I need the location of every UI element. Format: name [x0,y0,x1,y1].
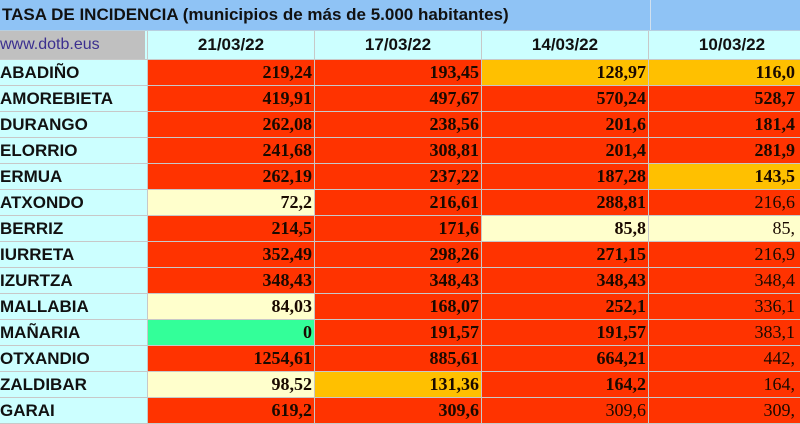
incidence-cell[interactable]: 262,08 [148,112,315,137]
incidence-cell[interactable]: 201,4 [482,138,649,163]
table-row: GARAI 619,2 309,6 309,6 309, [0,398,800,424]
incidence-cell[interactable]: 216,6 [649,190,800,215]
incidence-cell[interactable]: 85, [649,216,800,241]
table-row: ERMUA 262,19 237,22 187,28 143,5 [0,164,800,190]
table-row: MALLABIA 84,03 168,07 252,1 336,1 [0,294,800,320]
incidence-cell[interactable]: 237,22 [315,164,482,189]
incidence-cell[interactable]: 885,61 [315,346,482,371]
incidence-cell[interactable]: 193,45 [315,60,482,85]
incidence-cell[interactable]: 168,07 [315,294,482,319]
municipality-name[interactable]: DURANGO [0,112,148,137]
incidence-cell[interactable]: 442, [649,346,800,371]
incidence-cell[interactable]: 298,26 [315,242,482,267]
incidence-cell[interactable]: 309,6 [482,398,649,423]
incidence-cell[interactable]: 116,0 [649,60,800,85]
incidence-cell[interactable]: 219,24 [148,60,315,85]
incidence-cell[interactable]: 191,57 [482,320,649,345]
site-cell[interactable]: www.dotb.eus [0,31,148,59]
incidence-cell[interactable]: 308,81 [315,138,482,163]
incidence-cell[interactable]: 98,52 [148,372,315,397]
header-row: www.dotb.eus 21/03/22 17/03/22 14/03/22 … [0,31,800,60]
incidence-cell[interactable]: 383,1 [649,320,800,345]
incidence-cell[interactable]: 85,8 [482,216,649,241]
municipality-name[interactable]: GARAI [0,398,148,423]
table-row: BERRIZ 214,5 171,6 85,8 85, [0,216,800,242]
incidence-cell[interactable]: 187,28 [482,164,649,189]
incidence-cell[interactable]: 164,2 [482,372,649,397]
incidence-cell[interactable]: 570,24 [482,86,649,111]
incidence-cell[interactable]: 619,2 [148,398,315,423]
incidence-cell[interactable]: 128,97 [482,60,649,85]
municipality-name[interactable]: BERRIZ [0,216,148,241]
incidence-cell[interactable]: 309, [649,398,800,423]
municipality-name[interactable]: IZURTZA [0,268,148,293]
site-link[interactable]: www.dotb.eus [0,31,145,59]
incidence-cell[interactable]: 336,1 [649,294,800,319]
incidence-cell[interactable]: 216,9 [649,242,800,267]
municipality-name[interactable]: IURRETA [0,242,148,267]
incidence-cell[interactable]: 216,61 [315,190,482,215]
title-row: TASA DE INCIDENCIA (municipios de más de… [0,0,800,31]
incidence-cell[interactable]: 0 [148,320,315,345]
municipality-name[interactable]: ABADIÑO [0,60,148,85]
incidence-cell[interactable]: 143,5 [649,164,800,189]
incidence-cell[interactable]: 84,03 [148,294,315,319]
table-row: ATXONDO 72,2 216,61 288,81 216,6 [0,190,800,216]
incidence-cell[interactable]: 72,2 [148,190,315,215]
incidence-cell[interactable]: 171,6 [315,216,482,241]
municipality-name[interactable]: ERMUA [0,164,148,189]
incidence-cell[interactable]: 191,57 [315,320,482,345]
incidence-cell[interactable]: 497,67 [315,86,482,111]
incidence-cell[interactable]: 1254,61 [148,346,315,371]
municipality-name[interactable]: AMOREBIETA [0,86,148,111]
incidence-cell[interactable]: 288,81 [482,190,649,215]
table-row: ELORRIO 241,68 308,81 201,4 281,9 [0,138,800,164]
incidence-cell[interactable]: 348,43 [315,268,482,293]
date-header[interactable]: 10/03/22 [649,31,800,59]
table-body: ABADIÑO 219,24 193,45 128,97 116,0 AMOREBIETA… [0,60,800,424]
incidence-cell[interactable]: 348,4 [649,268,800,293]
incidence-cell[interactable]: 131,36 [315,372,482,397]
incidence-cell[interactable]: 528,7 [649,86,800,111]
municipality-name[interactable]: ATXONDO [0,190,148,215]
municipality-name[interactable]: ELORRIO [0,138,148,163]
sheet-title: TASA DE INCIDENCIA (municipios de más de… [0,0,651,30]
incidence-cell[interactable]: 352,49 [148,242,315,267]
date-header[interactable]: 21/03/22 [148,31,315,59]
incidence-cell[interactable]: 309,6 [315,398,482,423]
table-row: AMOREBIETA 419,91 497,67 570,24 528,7 [0,86,800,112]
incidence-cell[interactable]: 238,56 [315,112,482,137]
table-row: OTXANDIO 1254,61 885,61 664,21 442, [0,346,800,372]
date-header[interactable]: 14/03/22 [482,31,649,59]
incidence-cell[interactable]: 252,1 [482,294,649,319]
date-header[interactable]: 17/03/22 [315,31,482,59]
municipality-name[interactable]: MALLABIA [0,294,148,319]
incidence-cell[interactable]: 262,19 [148,164,315,189]
table-row: MAÑARIA 0 191,57 191,57 383,1 [0,320,800,346]
incidence-cell[interactable]: 271,15 [482,242,649,267]
table-row: ZALDIBAR 98,52 131,36 164,2 164, [0,372,800,398]
incidence-cell[interactable]: 348,43 [148,268,315,293]
incidence-cell[interactable]: 241,68 [148,138,315,163]
table-row: ABADIÑO 219,24 193,45 128,97 116,0 [0,60,800,86]
incidence-cell[interactable]: 201,6 [482,112,649,137]
municipality-name[interactable]: MAÑARIA [0,320,148,345]
incidence-cell[interactable]: 164, [649,372,800,397]
municipality-name[interactable]: ZALDIBAR [0,372,148,397]
incidence-cell[interactable]: 664,21 [482,346,649,371]
incidence-cell[interactable]: 214,5 [148,216,315,241]
table-row: IURRETA 352,49 298,26 271,15 216,9 [0,242,800,268]
municipality-name[interactable]: OTXANDIO [0,346,148,371]
incidence-cell[interactable]: 419,91 [148,86,315,111]
incidence-cell[interactable]: 281,9 [649,138,800,163]
incidence-cell[interactable]: 181,4 [649,112,800,137]
table-row: IZURTZA 348,43 348,43 348,43 348,4 [0,268,800,294]
incidence-cell[interactable]: 348,43 [482,268,649,293]
table-row: DURANGO 262,08 238,56 201,6 181,4 [0,112,800,138]
